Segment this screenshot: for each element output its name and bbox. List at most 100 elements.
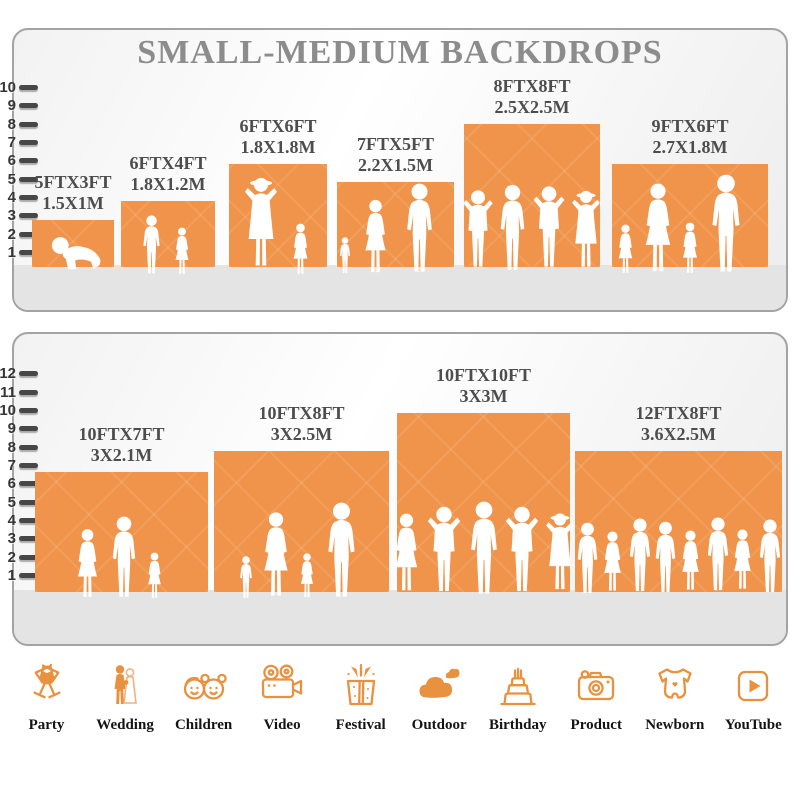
category-youtube: YouTube	[715, 662, 791, 734]
size-ft: 5FTX3FT	[34, 171, 112, 192]
people-silhouette	[143, 215, 189, 274]
size-m: 1.5X1M	[42, 192, 104, 213]
backdrop-size-label: 6FTX6FT 1.8X1.8M	[239, 116, 316, 158]
ruler-tick: 7	[0, 457, 38, 473]
category-product: Product	[558, 662, 634, 734]
backdrop-8ftx8ft: 8FTX8FT 2.5X2.5M	[463, 76, 600, 270]
size-m: 2.5X2.5M	[494, 96, 570, 117]
people-silhouette	[339, 183, 432, 274]
ruler-number: 1	[7, 566, 16, 584]
ruler-tick: 5	[0, 171, 38, 187]
ruler-number: 9	[7, 96, 16, 114]
category-video: Video	[244, 662, 320, 734]
backdrop-size-label: 5FTX3FT 1.5X1M	[34, 172, 111, 214]
newborn-icon	[658, 668, 692, 699]
people-silhouette	[395, 501, 574, 594]
ruler-number: 10	[0, 401, 16, 419]
size-m: 1.8X1.2M	[130, 173, 206, 194]
category-festival: Festival	[323, 662, 399, 734]
backdrop-size-label: 9FTX6FT 2.7X1.8M	[651, 116, 728, 158]
ruler-number: 2	[7, 548, 16, 566]
ruler-number: 8	[7, 438, 16, 456]
backdrop-6ftx6ft: 6FTX6FT 1.8X1.8M	[229, 116, 327, 274]
ruler-number: 3	[7, 206, 16, 224]
size-ft: 9FTX6FT	[651, 115, 729, 136]
video-icon	[261, 664, 303, 699]
tick-dash	[19, 176, 38, 182]
tick-dash	[19, 249, 38, 255]
ruler-number: 3	[7, 529, 16, 547]
size-ft: 12FTX8FT	[635, 402, 722, 423]
tick-dash	[19, 212, 38, 218]
floor-strip	[14, 265, 786, 310]
backdrop-10ftx7ft: 10FTX7FT 3X2.1M	[35, 424, 208, 598]
size-ft: 10FTX10FT	[435, 364, 532, 385]
product-icon	[578, 670, 615, 701]
ruler-number: 10	[0, 78, 16, 96]
category-label: Birthday	[488, 717, 547, 733]
children-icon	[183, 673, 227, 700]
ruler-tick: 2	[0, 226, 38, 242]
size-ft: 6FTX6FT	[239, 115, 317, 136]
category-label: Video	[263, 717, 301, 733]
ruler-number: 1	[7, 243, 16, 261]
ruler-tick: 8	[0, 116, 38, 132]
category-label: Newborn	[645, 717, 705, 733]
backdrop-size-label: 10FTX10FT 3X3M	[436, 365, 531, 407]
ruler-tick: 6	[0, 475, 38, 491]
tick-dash	[19, 499, 38, 505]
tick-dash	[19, 370, 38, 376]
people-silhouette	[244, 177, 308, 274]
backdrop-size-label: 6FTX4FT 1.8X1.2M	[129, 153, 206, 195]
ruler-tick: 10	[0, 402, 38, 418]
category-label: Product	[570, 717, 622, 733]
size-m: 3X3M	[459, 385, 508, 406]
backdrop-12ftx8ft: 12FTX8FT 3.6X2.5M	[575, 403, 782, 593]
backdrop-10ftx8ft: 10FTX8FT 3X2.5M	[214, 403, 389, 598]
ruler-tick: 11	[0, 384, 38, 400]
tick-dash	[19, 407, 38, 413]
backdrop-size-label: 8FTX8FT 2.5X2.5M	[493, 76, 570, 118]
tick-dash	[19, 572, 38, 578]
outdoor-icon	[419, 668, 460, 698]
tick-dash	[19, 554, 38, 560]
people-silhouette	[77, 516, 161, 598]
ruler-number: 7	[7, 133, 16, 151]
ruler-number: 6	[7, 474, 16, 492]
category-label: Festival	[335, 717, 386, 733]
tick-dash	[19, 517, 38, 523]
category-label: Wedding	[96, 717, 154, 733]
size-ft: 10FTX7FT	[78, 423, 165, 444]
category-party: Party	[9, 662, 85, 734]
party-icon	[32, 663, 61, 699]
backdrop-size-label: 10FTX8FT 3X2.5M	[258, 403, 344, 445]
backdrop-6ftx4ft: 6FTX4FT 1.8X1.2M	[121, 153, 215, 274]
category-children: Children	[166, 662, 242, 734]
panel-large: 12 11 10 9 8 7 6 5 4 3 2 1 10FTX7FT 3X2.…	[0, 332, 788, 646]
tick-dash	[19, 462, 38, 468]
ruler-number: 5	[7, 170, 16, 188]
ruler-tick: 1	[0, 567, 38, 583]
ruler-number: 8	[7, 115, 16, 133]
ruler-tick: 3	[0, 207, 38, 223]
size-m: 3X2.5M	[270, 423, 333, 444]
tick-dash	[19, 535, 38, 541]
ruler-number: 12	[0, 364, 16, 382]
tick-dash	[19, 84, 38, 90]
tick-dash	[19, 389, 38, 395]
category-label: Children	[174, 717, 233, 733]
youtube-icon	[738, 670, 769, 702]
wedding-icon	[114, 665, 137, 704]
ruler-number: 4	[7, 511, 16, 529]
tick-dash	[19, 425, 38, 431]
backdrop-7ftx5ft: 7FTX5FT 2.2X1.5M	[337, 134, 454, 274]
birthday-icon	[500, 667, 536, 706]
ruler-tick: 3	[0, 530, 38, 546]
tick-dash	[19, 480, 38, 486]
ruler-tick: 5	[0, 494, 38, 510]
people-silhouette	[577, 517, 780, 593]
ruler-number: 2	[7, 225, 16, 243]
size-ft: 10FTX8FT	[258, 402, 345, 423]
tick-dash	[19, 444, 38, 450]
people-silhouette	[239, 502, 355, 598]
